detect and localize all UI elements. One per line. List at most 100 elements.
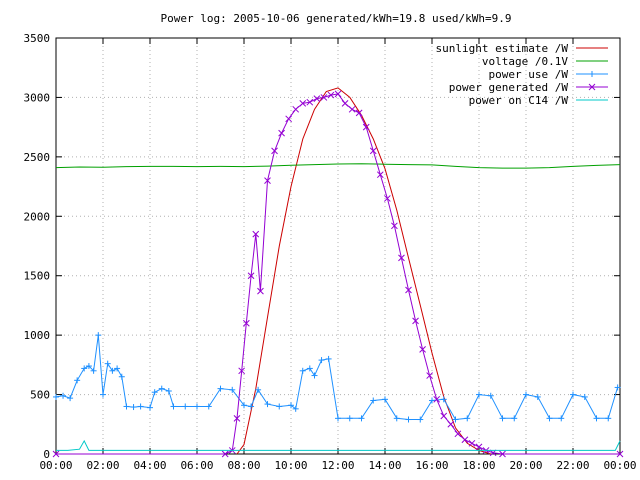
- series-point-power-generated: [271, 147, 278, 155]
- series-point-power-use: [311, 372, 318, 379]
- series-point-power-generated: [468, 439, 476, 447]
- series-point-power-use: [429, 397, 435, 404]
- series-point-power-generated: [383, 195, 391, 202]
- series-point-power-use: [605, 415, 612, 422]
- x-tick-label: 00:00: [39, 459, 72, 472]
- series-point-power-generated: [278, 129, 285, 137]
- series-point-power-use: [487, 392, 494, 399]
- x-tick-label: 08:00: [227, 459, 260, 472]
- series-point-power-generated: [405, 286, 412, 294]
- series-point-power-use: [264, 401, 271, 408]
- series-point-power-use: [452, 416, 459, 423]
- series-point-power-use: [325, 355, 332, 362]
- series-point-power-generated: [419, 346, 426, 353]
- series-point-power-use: [417, 416, 424, 423]
- series-point-power-use: [118, 373, 125, 380]
- series-point-power-use: [130, 404, 137, 411]
- series-point-power-use: [306, 365, 313, 372]
- y-tick-label: 2500: [24, 151, 51, 164]
- series-point-power-generated: [320, 94, 328, 101]
- series-point-power-generated: [475, 443, 483, 451]
- x-tick-label: 22:00: [556, 459, 589, 472]
- series-point-power-use: [370, 397, 377, 404]
- legend-entry-label: power on C14 /W: [469, 94, 569, 107]
- series-point-power-use: [74, 377, 81, 384]
- series-point-power-use: [137, 403, 144, 410]
- series-point-power-use: [151, 389, 158, 396]
- series-point-power-use: [614, 384, 621, 391]
- series-line-power-generated-w: [56, 93, 620, 455]
- y-tick-label: 1500: [24, 270, 51, 283]
- y-tick-label: 500: [30, 389, 50, 402]
- series-point-power-use: [182, 403, 189, 410]
- series-point-power-generated: [461, 436, 469, 444]
- series-point-power-generated: [52, 450, 60, 458]
- series-point-power-use: [104, 360, 111, 367]
- series-point-power-generated: [376, 171, 384, 179]
- series-point-power-generated: [327, 91, 335, 99]
- series-point-power-use: [248, 403, 255, 410]
- series-point-power-use: [393, 415, 400, 422]
- series-point-power-use: [440, 396, 447, 403]
- x-tick-label: 04:00: [133, 459, 166, 472]
- series-point-power-generated: [433, 395, 441, 403]
- series-point-power-generated: [454, 430, 462, 438]
- series-point-power-generated: [334, 90, 342, 98]
- series-point-power-use: [165, 388, 172, 395]
- series-line-power-on-c14-w: [56, 439, 621, 451]
- series-point-power-use: [534, 393, 541, 400]
- series-point-power-use: [255, 386, 262, 393]
- series-point-power-generated: [285, 115, 293, 123]
- y-tick-label: 3500: [24, 32, 51, 45]
- x-tick-label: 20:00: [509, 459, 542, 472]
- y-tick-label: 0: [43, 448, 50, 461]
- legend-entry-label: voltage /0.1V: [482, 55, 568, 68]
- series-point-power-generated: [242, 319, 250, 327]
- series-point-power-generated: [252, 230, 260, 238]
- legend-entry-label: power use /W: [489, 68, 569, 81]
- series-point-power-use: [570, 391, 576, 398]
- chart-title: Power log: 2005-10-06 generated/kWh=19.8…: [161, 12, 512, 25]
- series-point-power-use: [100, 391, 106, 398]
- series-point-power-use: [81, 365, 88, 372]
- series-point-power-generated: [306, 98, 314, 106]
- series-point-power-use: [593, 415, 600, 422]
- series-point-power-use: [276, 403, 283, 410]
- series-point-power-use: [205, 403, 212, 410]
- series-point-power-use: [546, 415, 553, 422]
- y-tick-label: 1000: [24, 329, 51, 342]
- series-point-power-use: [558, 415, 565, 422]
- series-line-sunlight-estimate-w: [236, 87, 491, 455]
- series-point-power-generated: [355, 109, 363, 117]
- series-point-power-generated: [299, 100, 307, 107]
- series-point-power-use: [85, 363, 92, 370]
- series-point-power-generated: [341, 100, 349, 107]
- series-point-power-use: [90, 367, 97, 374]
- series-point-power-use: [464, 415, 471, 422]
- series-point-power-use: [523, 391, 529, 398]
- x-tick-label: 18:00: [462, 459, 495, 472]
- series-point-power-generated: [440, 412, 448, 420]
- series-point-power-use: [229, 386, 236, 393]
- series-point-power-generated: [426, 372, 434, 379]
- y-tick-label: 3000: [24, 91, 51, 104]
- y-tick-label: 2000: [24, 210, 51, 223]
- series-point-power-use: [67, 395, 74, 402]
- series-point-power-use: [170, 403, 177, 410]
- series-point-power-use: [346, 415, 353, 422]
- x-tick-label: 14:00: [368, 459, 401, 472]
- series-point-power-generated: [369, 147, 377, 155]
- x-tick-label: 10:00: [274, 459, 307, 472]
- x-tick-label: 02:00: [86, 459, 119, 472]
- series-point-power-generated: [348, 105, 356, 113]
- series-point-power-generated: [499, 450, 506, 458]
- series-point-power-use: [241, 402, 247, 409]
- series-point-power-generated: [292, 105, 300, 113]
- series-point-power-generated: [391, 222, 398, 230]
- series-point-power-use: [358, 415, 365, 422]
- series-point-power-use: [476, 391, 482, 398]
- series-point-power-generated: [362, 123, 370, 131]
- series-group: [52, 87, 624, 458]
- series-point-power-generated: [233, 414, 241, 422]
